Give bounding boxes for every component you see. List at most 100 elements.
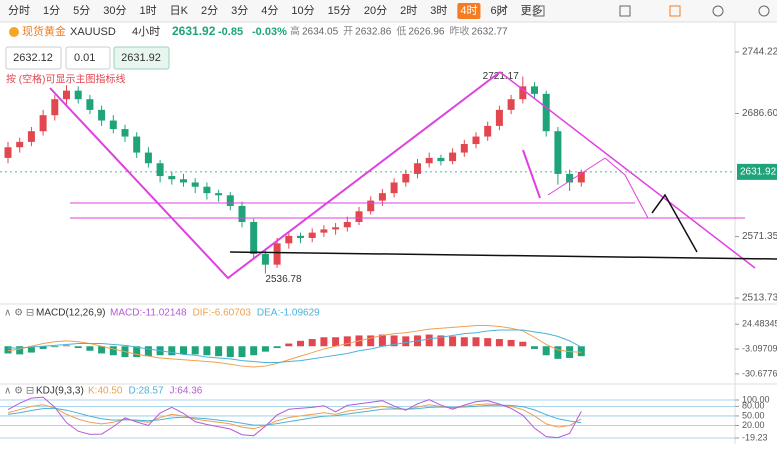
candle-body (121, 129, 129, 137)
y-tick-label: -30.67763 (742, 368, 777, 378)
y-tick-label: 2513.73 (742, 293, 777, 304)
candle-body (133, 136, 141, 153)
macd-bar (109, 346, 117, 356)
panel-controls[interactable]: ∧ ⚙ ⊟ (4, 308, 34, 319)
indicator-line (7, 396, 582, 439)
period-tab[interactable]: 2时 (400, 4, 417, 17)
period-tab[interactable]: 分时 (8, 4, 30, 17)
macd-bar (168, 346, 176, 356)
macd-bar (203, 346, 211, 356)
period-tab[interactable]: 20分 (364, 4, 387, 17)
indicator-line (7, 404, 582, 426)
candle-body (203, 186, 211, 194)
horizontal-line (229, 251, 777, 260)
candle-body (156, 163, 164, 177)
trend-line (499, 71, 756, 269)
candle-body (484, 125, 492, 137)
screenshot-icon[interactable] (758, 5, 770, 17)
hint: 按 (空格)可显示主图指标线 (6, 73, 125, 86)
stat-label: 高 (290, 25, 300, 38)
candle-body (238, 205, 246, 222)
macd-bar (39, 346, 47, 349)
macd-bar (390, 335, 398, 347)
period-tab[interactable]: 4分 (261, 4, 278, 17)
macd-bar (320, 337, 328, 347)
candle-body (27, 131, 35, 142)
period-tab[interactable]: 1时 (140, 4, 157, 17)
candle-body (495, 109, 503, 126)
candle-body (86, 99, 94, 110)
panel-title: KDJ(9,3,3) (36, 386, 84, 397)
macd-bar (215, 346, 223, 357)
toolbar-icons (496, 5, 770, 17)
stat-value: 2626.96 (408, 27, 445, 38)
step-box[interactable] (65, 46, 111, 70)
candle-body (297, 235, 304, 238)
period-tab[interactable]: 更多 (521, 3, 543, 17)
period-tab[interactable]: 5分 (73, 4, 90, 17)
symbol-code[interactable]: XAUUSD (70, 26, 116, 38)
legend-item: MACD:-11.02148 (110, 308, 187, 319)
macd-bar (402, 336, 410, 347)
macd-bar (4, 346, 12, 354)
macd-bar (285, 343, 293, 347)
macd-bar (191, 346, 199, 355)
price-change-pct: -0.03% (252, 26, 287, 38)
macd-bar (472, 337, 480, 347)
period-tab[interactable]: 30分 (103, 4, 126, 17)
candle-body (449, 152, 457, 162)
candle-body (367, 200, 375, 212)
bid-box[interactable] (5, 46, 62, 70)
panel-title: MACD(12,26,9) (36, 308, 105, 319)
candle-body (16, 141, 24, 148)
period-tab[interactable]: 3时 (430, 4, 447, 17)
settings-icon[interactable] (712, 5, 724, 17)
trend-line (604, 157, 649, 219)
period-tab[interactable]: 1分 (43, 4, 60, 17)
period-tab[interactable]: 4时 (460, 4, 477, 17)
period-tab[interactable]: 日K (170, 5, 189, 17)
y-tick-label: 20.00 (742, 420, 765, 430)
panel-controls[interactable]: ∧ ⚙ ⊟ (4, 386, 34, 397)
macd-bar (98, 346, 106, 354)
y-tick-label: 80.00 (742, 401, 765, 411)
edit-icon[interactable] (669, 5, 681, 17)
y-tick-label: -19.23 (742, 432, 768, 442)
macd-bar (437, 335, 445, 347)
candle-body (4, 147, 12, 158)
period-tab[interactable]: 15分 (328, 4, 351, 17)
macd-bar (144, 346, 152, 357)
legend-item: K:40.50 (88, 386, 123, 397)
y-tick-label: 100.00 (742, 394, 770, 404)
candle-body (308, 232, 316, 238)
candle-body (191, 182, 199, 187)
macd-bar (367, 335, 375, 347)
period-tab[interactable]: 6时 (490, 4, 507, 17)
period-tab[interactable]: 10分 (291, 4, 314, 17)
toolbar (0, 0, 777, 22)
candle-body (390, 182, 398, 194)
ask-box[interactable] (113, 46, 170, 70)
period-tab[interactable]: 3分 (231, 4, 248, 17)
indicator-icon[interactable] (533, 5, 545, 17)
candle-body (355, 211, 363, 222)
macd-bar (226, 346, 234, 358)
layout-icon[interactable] (619, 5, 631, 17)
low-annotation: 2536.78 (265, 274, 302, 285)
plot: 2744.22 2686.60 2571.35 2513.73 2631.92 2721.… (0, 47, 777, 442)
candle-body (273, 243, 281, 265)
trend-line (547, 157, 606, 196)
candle-body (343, 221, 351, 228)
macd-bar (577, 346, 585, 357)
macd-bar (343, 336, 351, 347)
candle-body (109, 120, 117, 130)
period-tab[interactable]: 2分 (201, 4, 218, 17)
macd-bar (63, 345, 70, 347)
draw-line-icon[interactable] (496, 5, 508, 17)
legend-item: J:64.36 (170, 386, 203, 397)
macd-bar (250, 346, 258, 356)
projection-arrow (651, 193, 698, 253)
y-tick-label: 2686.60 (742, 108, 777, 119)
period-label[interactable]: 4小时 (132, 25, 160, 38)
macd-bar (273, 346, 281, 349)
